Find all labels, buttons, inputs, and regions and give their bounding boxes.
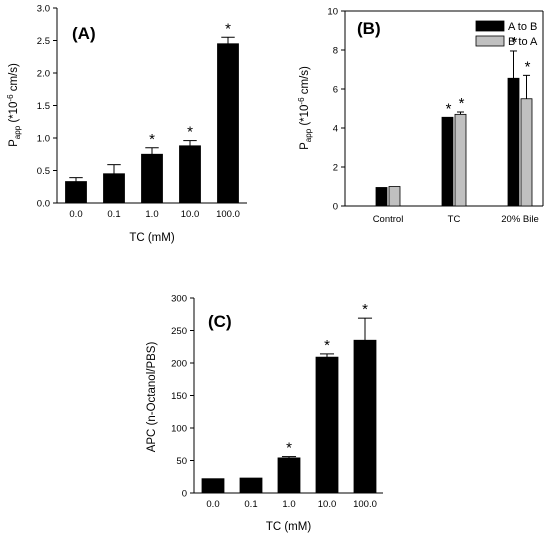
x-tick-label: 10.0	[181, 209, 200, 220]
bar	[65, 181, 87, 204]
x-axis-label: TC (mM)	[266, 521, 312, 533]
bar	[441, 116, 454, 207]
y-axis-label: APC (n-Octanol/PBS)	[146, 342, 158, 453]
significance-star: *	[512, 34, 518, 51]
chart-a: 0.0 0.5 1.0 1.5 2.0 2.5 3.0 Papp (*10-6 cm/s) 0.…	[6, 4, 247, 244]
y-tick-label: 0	[182, 489, 187, 500]
significance-star: *	[187, 124, 193, 141]
bar	[201, 478, 225, 494]
y-tick-label: 200	[171, 359, 187, 370]
y-axis-label-part: (*10	[8, 102, 20, 126]
bar	[141, 153, 163, 204]
panel-label: (A)	[72, 24, 96, 43]
y-axis-label-part: cm/s)	[8, 63, 20, 94]
x-tick-label: 0.1	[244, 499, 257, 510]
x-tick-label: 0.0	[69, 209, 82, 220]
x-tick-label: 100.0	[216, 209, 240, 220]
y-axis-label-part: P	[8, 139, 20, 147]
y-axis-label-part: APC (n-Octanol/PBS)	[146, 342, 158, 453]
x-tick-label: 10.0	[318, 499, 337, 510]
x-tick-label: TC	[448, 214, 461, 225]
significance-star: *	[225, 20, 231, 37]
panel-label: (B)	[357, 19, 381, 38]
significance-star: *	[362, 301, 368, 318]
y-tick-label: 6	[333, 85, 338, 96]
y-tick-label: 0	[333, 202, 338, 213]
bar	[353, 339, 377, 494]
chart-c: 0 50 100 150 200 250 300 APC (n-Octanol/PBS) 0.0…	[146, 294, 383, 533]
significance-star: *	[286, 440, 292, 457]
y-tick-label: 10	[327, 7, 338, 18]
bar	[239, 477, 263, 494]
y-axis-label-part: -6	[297, 97, 306, 105]
y-axis-label-part: app	[13, 125, 22, 139]
legend-swatch	[475, 35, 505, 47]
y-tick-label: 0.0	[37, 199, 50, 210]
y-axis-label-part: P	[299, 142, 311, 150]
chart-b: 0 2 4 6 8 10 Papp (*10-6 cm/s) Control * * TC * * 20%…	[297, 7, 544, 225]
bar	[507, 77, 520, 207]
y-tick-label: 2	[333, 163, 338, 174]
significance-star: *	[446, 100, 452, 117]
y-axis-label: Papp (*10-6 cm/s)	[297, 66, 313, 150]
x-tick-label: 1.0	[282, 499, 295, 510]
y-tick-label: 150	[171, 391, 187, 402]
bar	[388, 186, 401, 207]
y-tick-label: 8	[333, 46, 338, 57]
y-tick-label: 4	[333, 124, 338, 135]
bar	[103, 173, 125, 204]
y-tick-label: 300	[171, 294, 187, 305]
y-tick-label: 1.0	[37, 134, 50, 145]
y-tick-label: 2.0	[37, 69, 50, 80]
y-tick-label: 100	[171, 424, 187, 435]
x-tick-label: 20% Bile	[501, 214, 539, 225]
y-tick-label: 0.5	[37, 166, 50, 177]
bar	[375, 187, 388, 207]
bar	[315, 356, 339, 494]
y-axis-label-part: (*10	[299, 105, 311, 129]
bar	[520, 98, 533, 207]
legend-swatch	[475, 20, 505, 32]
bar	[179, 145, 201, 204]
legend-label: B to A	[508, 36, 538, 48]
y-tick-label: 50	[176, 456, 187, 467]
y-axis-label: Papp (*10-6 cm/s)	[6, 63, 22, 147]
y-axis-label-part: -6	[6, 94, 15, 102]
significance-star: *	[324, 337, 330, 354]
legend-label: A to B	[508, 21, 537, 33]
y-tick-label: 2.5	[37, 36, 50, 47]
significance-star: *	[525, 58, 531, 75]
bar	[217, 43, 239, 204]
panel-label: (C)	[208, 312, 232, 331]
y-axis-label-part: cm/s)	[299, 66, 311, 97]
significance-star: *	[149, 131, 155, 148]
y-tick-label: 1.5	[37, 101, 50, 112]
x-tick-label: 0.0	[206, 499, 219, 510]
y-axis-label-part: app	[304, 128, 313, 142]
x-tick-label: 100.0	[353, 499, 377, 510]
bar	[454, 113, 467, 207]
x-tick-label: 1.0	[145, 209, 158, 220]
x-tick-label: Control	[373, 214, 404, 225]
significance-star: *	[459, 95, 465, 112]
y-tick-label: 3.0	[37, 4, 50, 15]
x-tick-label: 0.1	[107, 209, 120, 220]
bar	[277, 457, 301, 494]
y-tick-label: 250	[171, 326, 187, 337]
x-axis-label: TC (mM)	[129, 232, 175, 244]
